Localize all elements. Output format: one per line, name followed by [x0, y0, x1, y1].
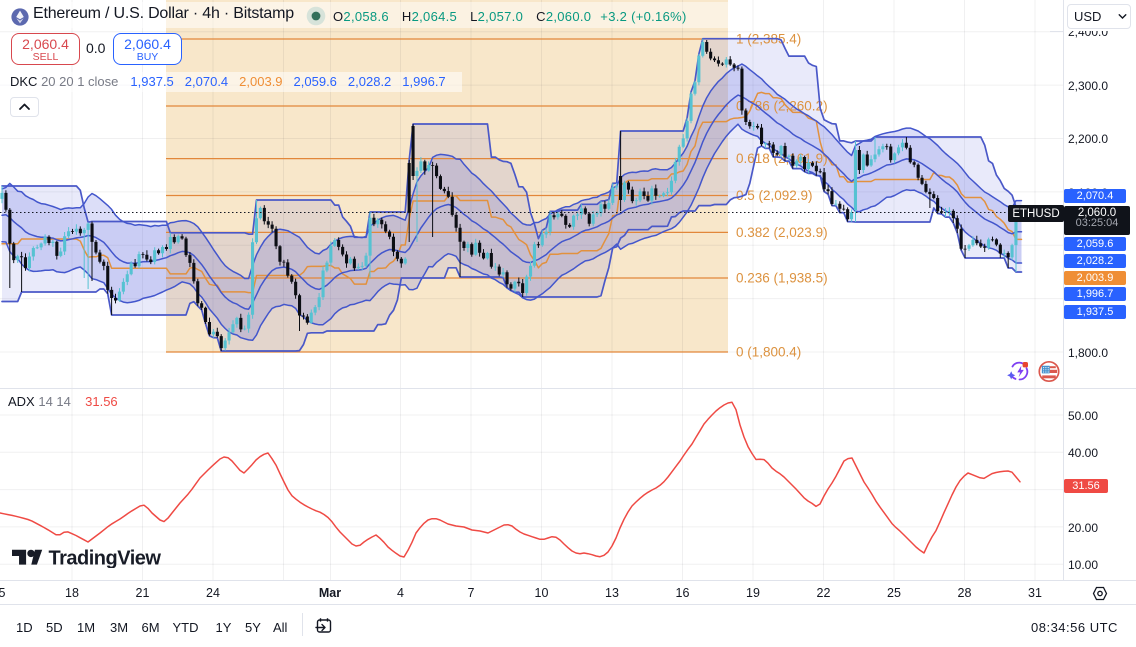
svg-text:0 (1,800.4): 0 (1,800.4)	[736, 345, 801, 360]
svg-text:TradingView: TradingView	[49, 548, 162, 568]
svg-text:0.236 (1,938.5): 0.236 (1,938.5)	[736, 271, 828, 286]
svg-text:0.5 (2,092.9): 0.5 (2,092.9)	[736, 188, 813, 203]
svg-text:0.786 (2,260.2): 0.786 (2,260.2)	[736, 99, 828, 114]
svg-text:0.382 (2,023.9): 0.382 (2,023.9)	[736, 225, 828, 240]
